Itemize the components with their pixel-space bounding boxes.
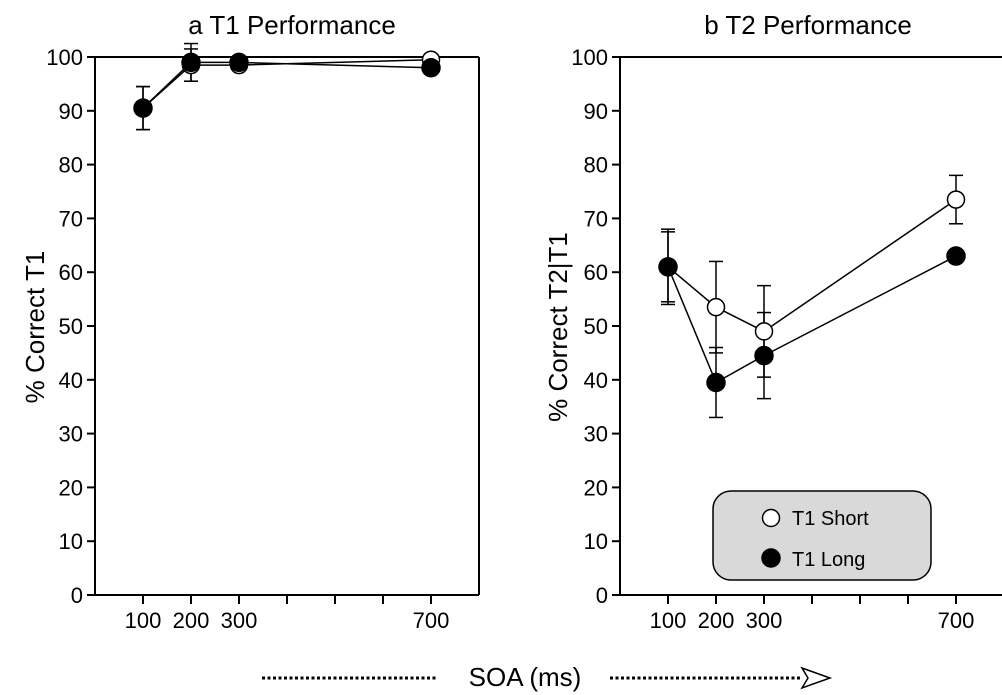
panel-b-y-tick-label: 40 <box>584 368 608 393</box>
panel-b-x-tick-label: 300 <box>746 608 783 633</box>
panel-a-y-tick-label: 100 <box>46 45 83 70</box>
panel-b-series-line-t1-short <box>667 198 957 333</box>
panel-a-y-tick-label: 90 <box>59 99 83 124</box>
panel-b-point-t1-short <box>706 297 726 317</box>
panel-a-series-line-t1-short <box>142 58 432 109</box>
panel-a-y-tick-label: 50 <box>59 314 83 339</box>
panel-b-y-tick-label: 0 <box>596 583 608 608</box>
panel-b-y-tick-label: 90 <box>584 99 608 124</box>
panel-a-ylabel: % Correct T1 <box>20 251 50 404</box>
panel-a-y-tick-label: 60 <box>59 260 83 285</box>
panel-b-y-tick-label: 10 <box>584 529 608 554</box>
panel-a-point-t1-long <box>229 52 249 73</box>
xlabel-arrowhead-icon <box>800 666 833 690</box>
panel-b-x-tick-label: 700 <box>938 608 975 633</box>
panel-a-y-tick-label: 0 <box>71 583 83 608</box>
panel-a-x-tick-label: 100 <box>125 608 162 633</box>
legend-label-t1-long: T1 Long <box>792 549 865 571</box>
panel-a-title: a T1 Performance <box>188 10 396 40</box>
legend-marker-t1-short <box>761 508 781 528</box>
panel-b-y-tick-label: 60 <box>584 260 608 285</box>
panel-b-y-tick-label: 20 <box>584 475 608 500</box>
panel-b-y-tick-label: 100 <box>571 45 608 70</box>
legend-marker-t1-long <box>761 548 781 568</box>
panel-b-x-tick-label: 200 <box>698 608 735 633</box>
panel-b-y-tick-label: 80 <box>584 153 608 178</box>
panel-b-x-tick-label: 100 <box>650 608 687 633</box>
legend: T1 Short T1 Long <box>712 490 932 581</box>
panel-b-point-t1-long <box>946 246 966 266</box>
panel-b-point-t1-long <box>706 372 726 393</box>
panel-b-point-t1-short <box>946 190 966 209</box>
panel-a-x-tick-label: 700 <box>413 608 450 633</box>
panel-b-y-tick-label: 50 <box>584 314 608 339</box>
panel-a-y-tick-label: 70 <box>59 206 83 231</box>
panel-a: a T1 Performance % Correct T1 0 10 20 30 40 5… <box>20 10 480 633</box>
panel-b-point-t1-long <box>658 257 678 277</box>
panel-b: b T2 Performance % Correct T2|T1 0 10 20 30… <box>543 10 1002 633</box>
panel-a-x-tick-label: 200 <box>173 608 210 633</box>
panel-b-series-line-t1-long <box>667 255 957 384</box>
shared-xlabel: SOA (ms) <box>469 662 582 692</box>
panel-a-point-t1-long <box>421 58 441 78</box>
panel-a-x-tick-label: 300 <box>221 608 258 633</box>
panel-a-y-tick-label: 80 <box>59 153 83 178</box>
panel-b-y-tick-label: 30 <box>584 422 608 447</box>
panel-a-point-t1-long <box>181 52 201 73</box>
panel-b-y-tick-label: 70 <box>584 206 608 231</box>
panel-b-point-t1-short <box>754 322 774 341</box>
legend-label-t1-short: T1 Short <box>792 508 869 530</box>
shared-xlabel-group: SOA (ms) <box>262 662 833 692</box>
panel-b-ylabel: % Correct T2|T1 <box>543 232 573 422</box>
panel-b-point-t1-long <box>754 345 774 366</box>
panel-b-title: b T2 Performance <box>704 10 912 40</box>
panel-a-y-tick-label: 30 <box>59 422 83 447</box>
panel-a-series-line-t1-long <box>142 61 432 109</box>
panel-a-point-t1-long <box>133 98 153 118</box>
panel-a-y-tick-label: 40 <box>59 368 83 393</box>
panel-a-y-tick-label: 10 <box>59 529 83 554</box>
panel-a-y-tick-label: 20 <box>59 475 83 500</box>
